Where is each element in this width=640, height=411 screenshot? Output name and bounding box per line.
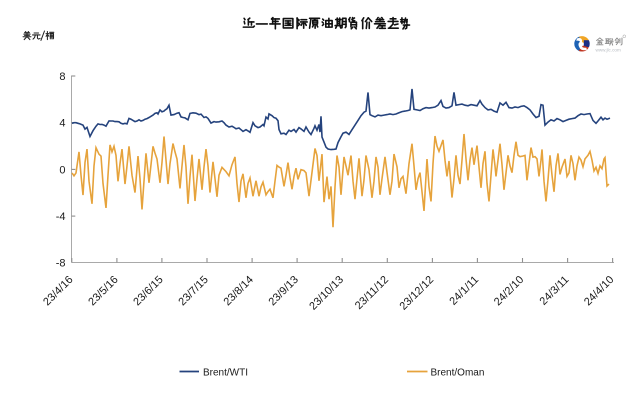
svg-text:4: 4 <box>59 118 65 130</box>
svg-text:-8: -8 <box>56 258 66 270</box>
svg-text:www.jlc.com: www.jlc.com <box>596 48 621 53</box>
svg-text:0: 0 <box>59 164 65 176</box>
svg-text:Brent/Oman: Brent/Oman <box>431 368 485 379</box>
svg-text:-4: -4 <box>56 211 66 223</box>
svg-text:Brent/WTI: Brent/WTI <box>203 368 248 379</box>
svg-text:8: 8 <box>59 71 65 83</box>
